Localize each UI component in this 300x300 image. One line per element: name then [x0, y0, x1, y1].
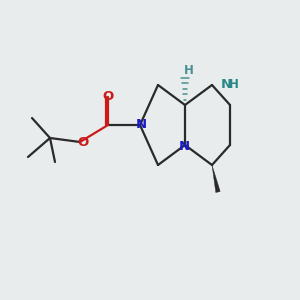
Text: N: N [178, 140, 190, 152]
Polygon shape [212, 165, 220, 193]
Text: O: O [77, 136, 88, 149]
Text: N: N [220, 79, 232, 92]
Text: N: N [135, 118, 147, 131]
Text: H: H [229, 79, 239, 92]
Text: H: H [184, 64, 194, 77]
Text: O: O [102, 89, 114, 103]
